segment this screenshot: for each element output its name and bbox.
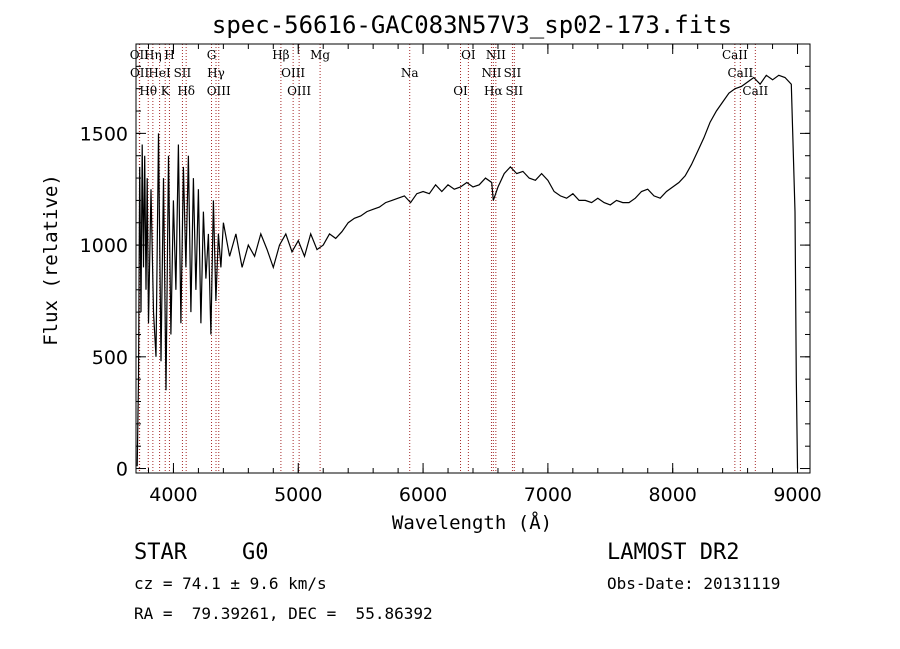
line-label: CaII <box>727 66 753 80</box>
spectrum-series-line <box>136 74 799 469</box>
line-label: Na <box>401 66 419 80</box>
x-axis-ticks: 4000 5000 6000 7000 8000 9000 <box>147 44 822 506</box>
line-label: Hγ <box>207 66 225 80</box>
survey-name: LAMOST DR2 <box>607 540 740 565</box>
line-label: SII <box>174 66 192 80</box>
object-subclass: G0 <box>242 540 269 565</box>
line-label: Hδ <box>177 84 195 98</box>
chart-title: spec-56616-GAC083N57V3_sp02-173.fits <box>212 11 732 39</box>
line-label: CaII <box>722 48 748 62</box>
line-label: H <box>164 48 174 62</box>
line-label: SII <box>504 66 522 80</box>
line-label: NII <box>486 48 506 62</box>
line-label: OI <box>453 84 468 98</box>
y-tick-label: 0 <box>116 459 128 481</box>
line-label: Mg <box>310 48 330 62</box>
line-label: Hβ <box>272 48 289 62</box>
plot-frame <box>135 43 811 474</box>
line-label: OIII <box>207 84 231 98</box>
x-tick-label: 8000 <box>649 484 697 506</box>
line-label: OIII <box>287 84 311 98</box>
line-label: NII <box>481 66 501 80</box>
line-label: OIII <box>281 66 305 80</box>
x-axis-label: Wavelength (Å) <box>392 511 552 534</box>
line-label: K <box>161 84 171 98</box>
line-label: G <box>207 48 217 62</box>
y-tick-label: 1000 <box>80 235 128 257</box>
redshift-cz: cz = 74.1 ± 9.6 km/s <box>134 574 327 593</box>
line-label: Hη <box>144 48 162 62</box>
y-axis-ticks: 0 500 1000 1500 <box>80 65 810 481</box>
x-tick-label: 6000 <box>399 484 447 506</box>
observation-date: Obs-Date: 20131119 <box>607 574 781 593</box>
y-tick-label: 500 <box>92 347 128 369</box>
x-tick-label: 7000 <box>524 484 572 506</box>
y-tick-label: 1500 <box>80 123 128 145</box>
line-label: OII <box>130 66 150 80</box>
object-class: STAR <box>134 540 187 565</box>
x-tick-label: 9000 <box>773 484 821 506</box>
spectral-line-markers <box>138 44 756 473</box>
y-axis-label: Flux (relative) <box>40 174 62 346</box>
x-tick-label: 4000 <box>149 484 197 506</box>
line-label: OI <box>461 48 476 62</box>
coordinates: RA = 79.39261, DEC = 55.86392 <box>134 604 433 623</box>
line-label: HeI <box>148 66 171 80</box>
line-label: CaII <box>742 84 768 98</box>
line-label: SII <box>505 84 523 98</box>
line-label: OII <box>130 48 150 62</box>
spectral-line-labels: OIIOIIHθHηHeIKHSIIHδGHγOIIIHβOIIIOIIIMgN… <box>130 48 769 98</box>
line-label: Hα <box>484 84 503 98</box>
x-tick-label: 5000 <box>274 484 322 506</box>
line-label: Hθ <box>139 84 157 98</box>
